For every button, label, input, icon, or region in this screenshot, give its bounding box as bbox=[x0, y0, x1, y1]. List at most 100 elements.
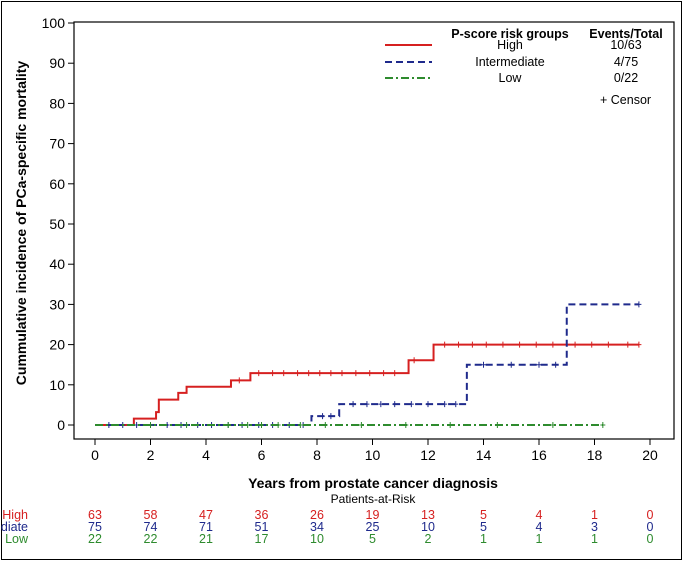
legend: P-score risk groups Events/Total + Censo… bbox=[385, 27, 663, 107]
censor-mark bbox=[378, 401, 384, 408]
censor-mark bbox=[339, 370, 345, 377]
risk-value: 1 bbox=[480, 532, 487, 546]
risk-value: 47 bbox=[199, 508, 213, 522]
y-tick-label: 50 bbox=[49, 216, 65, 232]
censor-mark bbox=[317, 370, 323, 377]
risk-value: 75 bbox=[88, 520, 102, 534]
risk-value: 19 bbox=[366, 508, 380, 522]
risk-value: 0 bbox=[647, 508, 654, 522]
y-tick-label: 30 bbox=[49, 296, 65, 312]
risk-value: 2 bbox=[425, 532, 432, 546]
risk-value: 63 bbox=[88, 508, 102, 522]
x-axis-label: Years from prostate cancer diagnosis bbox=[248, 475, 498, 491]
censor-mark bbox=[320, 413, 326, 420]
censor-mark bbox=[625, 341, 631, 348]
risk-value: 1 bbox=[591, 508, 598, 522]
legend-label-low: Low bbox=[499, 71, 523, 85]
risk-value: 26 bbox=[310, 508, 324, 522]
censor-mark bbox=[425, 401, 431, 408]
censor-mark bbox=[392, 401, 398, 408]
censor-mark bbox=[550, 341, 556, 348]
censor-mark bbox=[500, 341, 506, 348]
censor-mark bbox=[328, 370, 334, 377]
y-tick-label: 10 bbox=[49, 377, 65, 393]
risk-value: 5 bbox=[369, 532, 376, 546]
legend-events-low: 0/22 bbox=[614, 71, 638, 85]
censor-mark bbox=[517, 341, 523, 348]
censor-mark bbox=[306, 370, 312, 377]
y-tick-label: 20 bbox=[49, 337, 65, 353]
censor-mark bbox=[403, 422, 409, 428]
risk-row-label: Low bbox=[5, 532, 29, 546]
y-tick-label: 70 bbox=[49, 136, 65, 152]
censor-mark bbox=[411, 357, 417, 364]
censor-mark bbox=[442, 401, 448, 408]
risk-value: 4 bbox=[536, 520, 543, 534]
x-tick-label: 20 bbox=[642, 447, 658, 463]
risk-value: 58 bbox=[144, 508, 158, 522]
risk-value: 5 bbox=[480, 520, 487, 534]
risk-value: 3 bbox=[591, 520, 598, 534]
risk-value: 1 bbox=[591, 532, 598, 546]
censor-mark bbox=[256, 370, 262, 377]
risk-value: 17 bbox=[255, 532, 269, 546]
x-tick-label: 4 bbox=[202, 447, 210, 463]
censor-mark bbox=[358, 422, 364, 428]
censor-mark bbox=[281, 370, 287, 377]
censor-mark bbox=[245, 422, 251, 428]
legend-label-intermediate: Intermediate bbox=[475, 55, 545, 69]
censor-mark bbox=[350, 401, 356, 408]
censor-mark bbox=[259, 422, 264, 428]
legend-censor-label: + Censor bbox=[600, 93, 651, 107]
y-tick-label: 0 bbox=[57, 417, 65, 433]
censor-mark bbox=[442, 341, 448, 348]
censor-mark bbox=[494, 422, 500, 428]
censor-mark bbox=[483, 341, 489, 348]
risk-value: 10 bbox=[310, 532, 324, 546]
x-tick-label: 12 bbox=[420, 447, 436, 463]
plot-area-border bbox=[73, 21, 675, 440]
censor-mark bbox=[508, 361, 514, 368]
censor-mark bbox=[184, 422, 190, 428]
censor-mark bbox=[295, 370, 301, 377]
risk-value: 34 bbox=[310, 520, 324, 534]
risk-value: 10 bbox=[421, 520, 435, 534]
censor-mark bbox=[225, 422, 231, 428]
risk-value: 71 bbox=[199, 520, 213, 534]
y-tick-label: 90 bbox=[49, 55, 65, 71]
x-tick-label: 18 bbox=[587, 447, 603, 463]
risk-row-label: diate bbox=[1, 520, 28, 534]
risk-table-title: Patients-at-Risk bbox=[331, 492, 417, 506]
censor-mark bbox=[297, 422, 303, 428]
censor-mark bbox=[605, 341, 611, 348]
series-line-high bbox=[95, 343, 639, 426]
risk-value: 36 bbox=[255, 508, 269, 522]
censor-mark bbox=[553, 361, 559, 368]
censor-mark bbox=[322, 422, 328, 428]
risk-value: 22 bbox=[144, 532, 158, 546]
risk-value: 22 bbox=[88, 532, 102, 546]
censor-mark bbox=[381, 370, 387, 377]
legend-events-high: 10/63 bbox=[610, 38, 641, 52]
legend-label-high: High bbox=[497, 38, 523, 52]
x-tick-label: 2 bbox=[147, 447, 155, 463]
censor-mark bbox=[408, 401, 414, 408]
censor-mark bbox=[600, 422, 606, 428]
y-tick-label: 40 bbox=[49, 256, 65, 272]
censor-mark bbox=[367, 370, 373, 377]
legend-header-group: P-score risk groups bbox=[451, 27, 568, 41]
censor-mark bbox=[536, 361, 542, 368]
censor-mark bbox=[148, 422, 153, 428]
series-line-intermediate bbox=[95, 303, 639, 426]
censor-mark bbox=[636, 341, 642, 348]
risk-value: 0 bbox=[647, 520, 654, 534]
censor-mark bbox=[364, 401, 370, 408]
y-axis-label: Cummulative incidence of PCa-specific mo… bbox=[13, 61, 29, 386]
censor-mark bbox=[550, 422, 556, 428]
censor-mark bbox=[447, 422, 453, 428]
x-tick-label: 14 bbox=[476, 447, 492, 463]
censor-mark bbox=[636, 301, 642, 308]
x-tick-label: 6 bbox=[258, 447, 266, 463]
censor-mark bbox=[328, 413, 334, 420]
